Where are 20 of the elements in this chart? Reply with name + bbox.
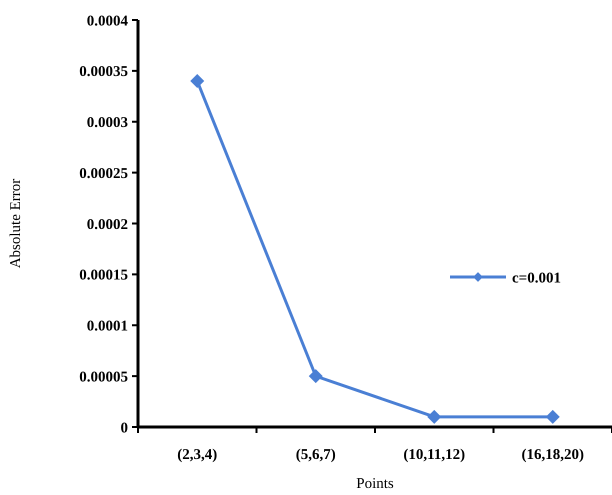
y-tick-label: 0.00035	[79, 64, 128, 80]
y-tick-label: 0.00015	[79, 268, 128, 284]
y-tick-label: 0.00005	[79, 369, 128, 386]
y-tick-label: 0	[120, 420, 128, 436]
x-tick-label: (2,3,4)	[177, 447, 218, 463]
point	[308, 369, 323, 384]
x-tick-label: (10,11,12)	[403, 447, 466, 463]
y-axis-title: Absolute Error	[8, 178, 24, 268]
point	[190, 74, 204, 88]
point	[546, 410, 560, 424]
y-tick-label: 0.0003	[86, 115, 128, 131]
legend-label: c=0.001	[512, 270, 561, 286]
x-tick-label: (16,18,20)	[522, 447, 584, 463]
y-tick-label: 0.0004	[86, 13, 128, 30]
x-tick-label: (5,6,7)	[296, 447, 336, 463]
y-tick-label: 0.0001	[86, 318, 128, 334]
y-tick-label: 0.0002	[86, 216, 128, 233]
y-tick-label: 0.00025	[79, 166, 128, 182]
point	[427, 410, 442, 424]
x-axis-title: Points	[356, 476, 394, 492]
